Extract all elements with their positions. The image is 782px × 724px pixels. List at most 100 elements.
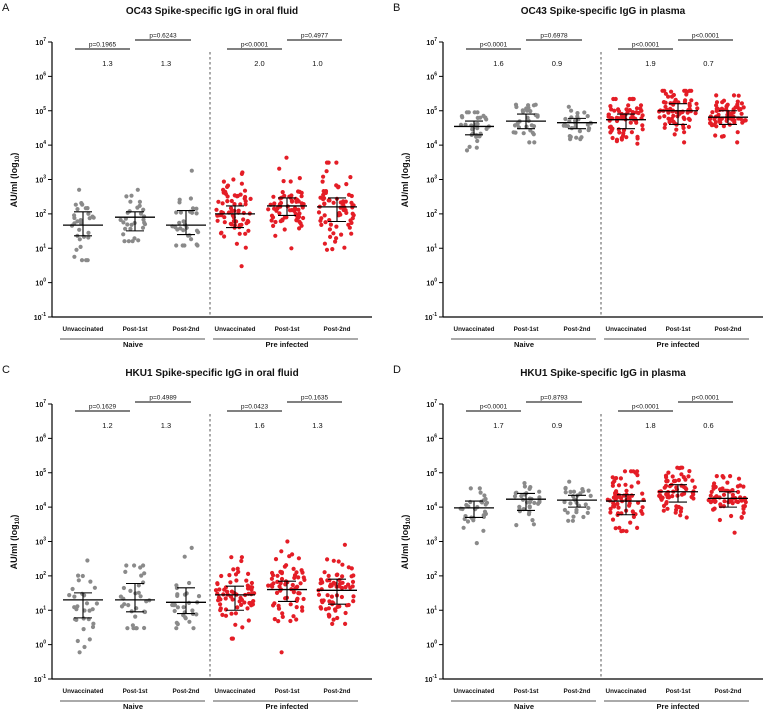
y-tick-exp: 1 — [43, 605, 46, 611]
data-point — [527, 504, 532, 509]
data-point — [331, 617, 336, 622]
data-point — [670, 494, 675, 499]
data-point — [521, 131, 526, 136]
data-point — [300, 570, 305, 575]
data-point — [563, 116, 568, 122]
data-point — [231, 177, 236, 182]
data-point — [621, 115, 626, 120]
data-point — [351, 599, 356, 604]
y-label-text: AU/ml (log — [400, 162, 410, 207]
fold-change-label: 1.3 — [161, 421, 171, 430]
data-point — [137, 203, 142, 208]
data-point — [672, 479, 677, 484]
y-label-text: AU/ml (log — [9, 524, 19, 569]
y-tick-base: 10 — [34, 677, 42, 684]
data-point — [612, 504, 617, 509]
data-point — [136, 238, 141, 243]
y-tick-base: 10 — [426, 281, 434, 288]
data-point — [218, 602, 223, 607]
data-point — [522, 484, 527, 489]
data-point — [686, 107, 691, 113]
data-point — [691, 496, 696, 501]
data-point — [673, 510, 678, 515]
data-point — [684, 515, 689, 520]
data-point — [739, 101, 744, 106]
data-point — [214, 207, 219, 212]
data-point — [714, 100, 720, 105]
data-point — [460, 115, 465, 120]
data-point — [334, 236, 339, 241]
data-point — [321, 174, 326, 179]
data-point — [537, 489, 542, 494]
data-point — [273, 233, 278, 238]
data-point — [297, 211, 302, 216]
data-point — [519, 493, 524, 499]
data-point — [568, 489, 573, 494]
data-point — [83, 206, 88, 211]
data-point — [291, 590, 296, 595]
data-point — [280, 611, 285, 616]
data-point — [190, 210, 195, 215]
data-point — [172, 608, 177, 614]
data-point — [474, 541, 479, 546]
data-point — [294, 605, 299, 610]
data-point — [126, 603, 131, 608]
category-label: Post-1st — [275, 326, 301, 333]
data-point — [330, 621, 335, 626]
y-axis-label: AU/ml (log10) — [400, 515, 412, 570]
y-tick-exp: -1 — [42, 312, 47, 318]
data-point — [695, 106, 700, 111]
data-point — [182, 554, 187, 559]
fold-change-label: 1.3 — [312, 421, 322, 430]
data-point — [350, 579, 356, 584]
data-point — [713, 133, 718, 138]
data-point — [739, 111, 744, 116]
y-tick-label: 107 — [426, 399, 437, 409]
data-point — [188, 196, 193, 201]
data-point — [738, 483, 743, 488]
data-point — [610, 517, 616, 522]
category-label: Post-1st — [275, 688, 301, 695]
data-point — [610, 126, 615, 131]
data-point — [687, 469, 692, 474]
data-point — [474, 145, 479, 150]
data-point — [738, 107, 743, 112]
data-point — [181, 219, 186, 224]
data-point — [228, 594, 234, 599]
pvalue-label: p<0.0001 — [692, 33, 720, 40]
data-point — [670, 474, 675, 479]
y-tick-exp: 7 — [43, 399, 46, 405]
data-point — [514, 523, 519, 528]
data-point — [581, 514, 586, 520]
data-point — [610, 135, 615, 141]
data-point — [567, 479, 572, 484]
y-tick-exp: 5 — [434, 468, 437, 474]
data-point — [280, 218, 285, 223]
data-point — [687, 101, 692, 106]
y-tick-base: 10 — [35, 505, 43, 512]
y-tick-base: 10 — [35, 436, 43, 443]
data-point — [324, 169, 329, 174]
data-point — [470, 127, 475, 132]
data-point — [730, 501, 735, 506]
data-point — [289, 246, 294, 251]
data-point — [297, 189, 302, 194]
category-label: Post-1st — [666, 688, 692, 695]
data-point — [340, 574, 345, 579]
data-point — [324, 160, 330, 165]
category-label: Post-1st — [123, 688, 149, 695]
data-point — [187, 233, 192, 238]
data-point — [323, 189, 329, 194]
data-point — [666, 116, 671, 121]
data-point — [236, 569, 241, 574]
data-point — [223, 613, 229, 618]
data-point — [230, 636, 235, 641]
data-point — [237, 231, 242, 236]
data-point — [585, 114, 590, 119]
data-point — [125, 222, 130, 227]
chart-svg: B OC43 Spike-specific IgG in plasma AU/ml … — [393, 2, 763, 349]
data-point — [682, 140, 687, 145]
data-point — [280, 190, 285, 195]
data-point — [621, 133, 626, 138]
data-point — [682, 130, 687, 135]
